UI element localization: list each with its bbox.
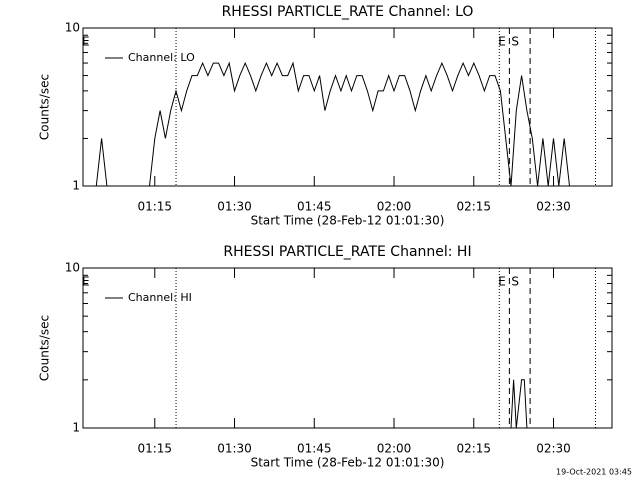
x-tick-label: 01:45 bbox=[297, 200, 332, 214]
data-line bbox=[95, 61, 570, 187]
event-label: E bbox=[82, 275, 90, 289]
y-tick-label: 1 bbox=[72, 179, 80, 193]
x-tick-label: 02:00 bbox=[377, 442, 412, 456]
footer: 19-Oct-2021 03:45 bbox=[556, 468, 632, 477]
y-tick-label: 10 bbox=[65, 261, 80, 275]
chart-title: RHESSI PARTICLE_RATE Channel: LO bbox=[222, 4, 474, 20]
data-line bbox=[510, 379, 528, 429]
x-tick-label: 01:30 bbox=[217, 200, 252, 214]
x-tick-label: 02:15 bbox=[456, 200, 491, 214]
event-label: E bbox=[498, 275, 506, 289]
x-tick-label: 02:30 bbox=[536, 200, 571, 214]
event-label: E bbox=[82, 35, 90, 49]
y-axis-label: Counts/sec bbox=[38, 315, 52, 381]
x-tick-label: 02:30 bbox=[536, 442, 571, 456]
x-tick-label: 01:15 bbox=[137, 200, 172, 214]
event-label: E bbox=[498, 35, 506, 49]
event-label: S bbox=[511, 35, 519, 49]
y-tick-label: 1 bbox=[72, 421, 80, 435]
x-tick-label: 01:15 bbox=[137, 442, 172, 456]
x-tick-label: 02:15 bbox=[456, 442, 491, 456]
x-axis-label: Start Time (28-Feb-12 01:01:30) bbox=[251, 456, 445, 470]
x-tick-label: 02:00 bbox=[377, 200, 412, 214]
x-tick-label: 01:30 bbox=[217, 442, 252, 456]
legend-label: Channel: HI bbox=[128, 291, 192, 304]
y-axis-label: Counts/sec bbox=[38, 74, 52, 140]
legend-label: Channel: LO bbox=[128, 51, 195, 64]
x-axis-label: Start Time (28-Feb-12 01:01:30) bbox=[251, 214, 445, 228]
event-label: S bbox=[511, 275, 519, 289]
plot-frame bbox=[82, 27, 613, 187]
chart-title: RHESSI PARTICLE_RATE Channel: HI bbox=[223, 244, 471, 260]
y-tick-label: 10 bbox=[65, 21, 80, 35]
plot-frame bbox=[82, 267, 613, 429]
x-tick-label: 01:45 bbox=[297, 442, 332, 456]
